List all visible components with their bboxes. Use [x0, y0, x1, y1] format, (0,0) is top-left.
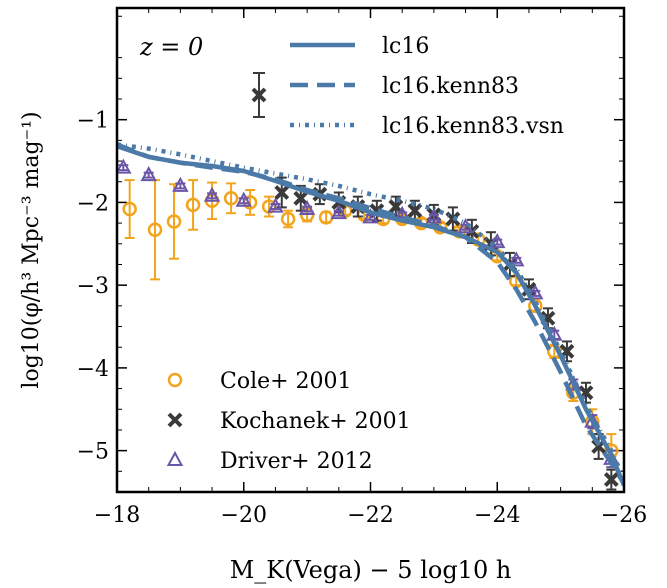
driver-point: [298, 199, 316, 216]
axes-layer: −18 −20 −22 −24 −26 −1 −2 −3 −4 −5: [77, 8, 647, 528]
y-tick-label: −5: [77, 440, 109, 465]
kochanek-point: [293, 190, 309, 206]
driver-point: [425, 208, 443, 224]
legend-line-label: lc16.kenn83.vsn: [382, 114, 564, 139]
x-tick-label: −20: [221, 503, 267, 528]
legend-line-label: lc16: [382, 34, 429, 59]
cole-point: [280, 211, 296, 227]
y-tick-label: −1: [77, 109, 109, 134]
driver-point: [172, 176, 189, 192]
legend-point-marker: [167, 372, 183, 388]
y-tick-label: −4: [77, 357, 109, 382]
x-tick-label: −26: [601, 503, 647, 528]
driver-point: [362, 208, 379, 224]
plot-frame: [115, 6, 626, 494]
cole-point: [528, 298, 543, 314]
legend-point-label: Driver+ 2012: [220, 449, 373, 474]
driver-point: [489, 233, 506, 249]
driver-point: [527, 284, 544, 300]
x-tick-label: −18: [94, 503, 140, 528]
cole-point: [166, 214, 182, 229]
series-layer: [117, 142, 624, 491]
cole-point: [147, 222, 163, 237]
y-tick-label: −3: [77, 274, 109, 299]
legend-layer: lc16 lc16.kenn83 lc16.kenn83.vsn Cole+ 2001…: [166, 34, 564, 474]
driver-point: [235, 191, 252, 207]
cole-point: [185, 197, 201, 213]
x-tick-label: −24: [474, 503, 520, 528]
kochanek-point: [603, 472, 619, 488]
kochanek-point: [274, 185, 290, 200]
x-axis-label: M_K(Vega) − 5 log10 h: [230, 556, 512, 584]
cole-point: [122, 201, 137, 217]
driver-point: [330, 204, 347, 220]
driver-point: [267, 197, 284, 213]
driver-point: [203, 186, 221, 202]
legend-x-marker: [251, 87, 267, 103]
legend-line-label: lc16.kenn83: [382, 74, 519, 99]
cole-point: [223, 191, 239, 206]
legend-point-label: Kochanek+ 2001: [220, 409, 411, 434]
x-tick-label: −22: [347, 503, 393, 528]
driver-point: [117, 158, 132, 174]
driver-point: [508, 251, 525, 267]
legend-point-label: Cole+ 2001: [220, 369, 352, 394]
kochanek-point: [407, 203, 423, 219]
driver-point: [140, 166, 157, 182]
y-axis-label: log10(φ/h³ Mpc⁻³ mag⁻¹): [19, 111, 44, 388]
driver-point: [584, 412, 601, 428]
legend-point-marker: [167, 412, 183, 428]
legend-point-marker: [166, 450, 184, 466]
y-tick-label: −2: [77, 191, 109, 216]
plot-area: [117, 142, 624, 491]
series-line-lc16-kenn83: [117, 142, 624, 485]
redshift-annotation: z = 0: [139, 33, 203, 61]
